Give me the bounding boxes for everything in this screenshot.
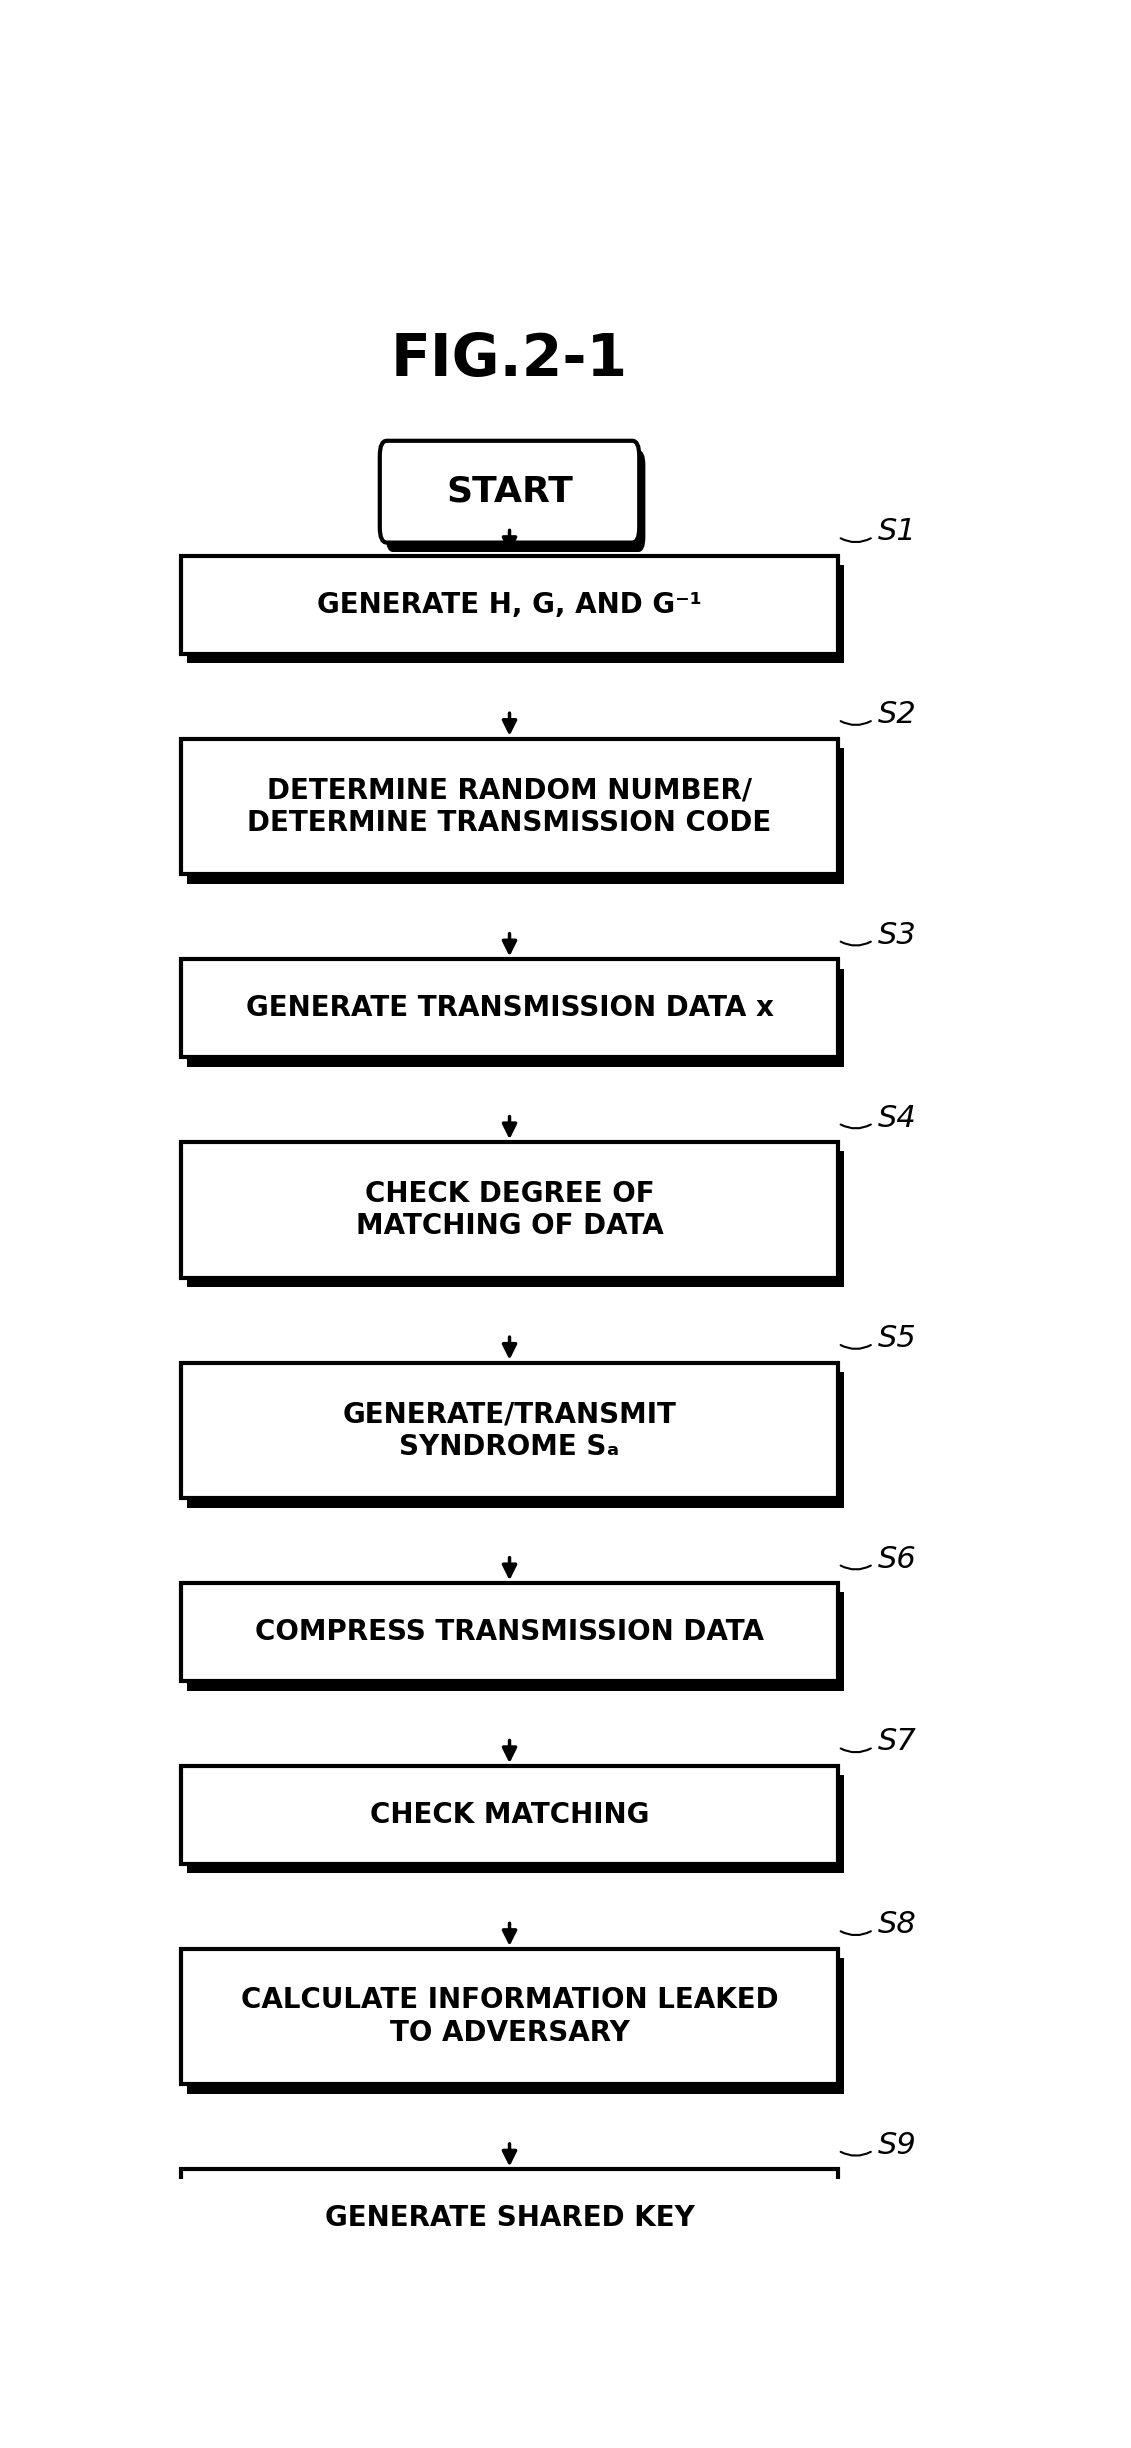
Text: COMPRESS TRANSMISSION DATA: COMPRESS TRANSMISSION DATA [254,1618,765,1645]
Text: DETERMINE RANDOM NUMBER/
DETERMINE TRANSMISSION CODE: DETERMINE RANDOM NUMBER/ DETERMINE TRANS… [248,776,771,837]
FancyBboxPatch shape [187,1594,845,1692]
Text: S8: S8 [878,1909,916,1939]
Text: S9: S9 [878,2130,916,2159]
FancyBboxPatch shape [181,960,838,1058]
Text: FIG.2-1: FIG.2-1 [391,330,628,389]
Text: S4: S4 [878,1104,916,1133]
Text: S1: S1 [878,517,916,546]
Text: GENERATE/TRANSMIT
SYNDROME Sₐ: GENERATE/TRANSMIT SYNDROME Sₐ [343,1400,676,1461]
FancyBboxPatch shape [380,441,639,543]
FancyBboxPatch shape [181,1364,838,1498]
FancyBboxPatch shape [187,1958,845,2093]
Text: CHECK MATCHING: CHECK MATCHING [370,1802,649,1829]
FancyBboxPatch shape [181,1949,838,2086]
Text: CHECK DEGREE OF
MATCHING OF DATA: CHECK DEGREE OF MATCHING OF DATA [355,1180,664,1241]
Text: START: START [446,475,573,509]
FancyBboxPatch shape [181,739,838,874]
FancyBboxPatch shape [187,2179,845,2277]
Text: CALCULATE INFORMATION LEAKED
TO ADVERSARY: CALCULATE INFORMATION LEAKED TO ADVERSAR… [241,1985,778,2047]
Text: GENERATE TRANSMISSION DATA x: GENERATE TRANSMISSION DATA x [245,994,774,1023]
FancyBboxPatch shape [187,749,845,884]
Text: S7: S7 [878,1728,916,1758]
Text: GENERATE H, G, AND G⁻¹: GENERATE H, G, AND G⁻¹ [317,590,702,619]
FancyBboxPatch shape [181,1584,838,1682]
FancyBboxPatch shape [187,1371,845,1508]
Text: S3: S3 [878,920,916,950]
FancyBboxPatch shape [187,969,845,1067]
Text: S5: S5 [878,1324,916,1354]
FancyBboxPatch shape [386,450,646,551]
FancyBboxPatch shape [181,556,838,654]
Text: S6: S6 [878,1545,916,1574]
FancyBboxPatch shape [187,565,845,663]
Text: S2: S2 [878,700,916,730]
FancyBboxPatch shape [181,2169,838,2267]
FancyBboxPatch shape [181,1143,838,1278]
FancyBboxPatch shape [181,1765,838,1863]
Text: GENERATE SHARED KEY: GENERATE SHARED KEY [325,2203,694,2233]
FancyBboxPatch shape [187,1775,845,1873]
FancyBboxPatch shape [187,1151,845,1288]
